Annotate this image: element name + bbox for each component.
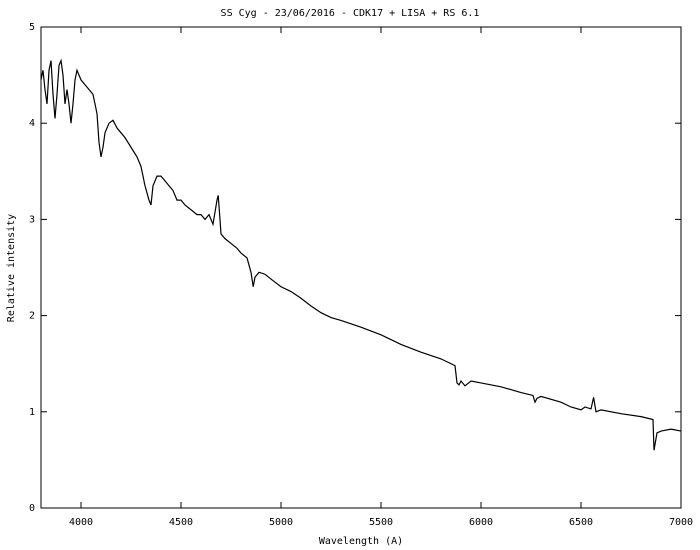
x-tick-label: 7000 [669, 517, 693, 528]
x-axis-label: Wavelength (A) [319, 536, 403, 547]
x-tick-label: 6000 [469, 517, 493, 528]
y-tick-label: 3 [29, 214, 35, 225]
y-tick-label: 1 [29, 407, 35, 418]
y-tick-label: 0 [29, 503, 35, 514]
x-tick-label: 6500 [569, 517, 593, 528]
x-tick-label: 5500 [369, 517, 393, 528]
plot-frame [40, 26, 682, 509]
x-tick-label: 4000 [69, 517, 93, 528]
y-tick-label: 2 [29, 311, 35, 322]
chart-title: SS Cyg - 23/06/2016 - CDK17 + LISA + RS … [221, 8, 480, 19]
x-tick-label: 5000 [269, 517, 293, 528]
y-tick-label: 5 [29, 22, 35, 33]
spectrum-line [40, 58, 682, 451]
y-axis-label: Relative intensity [6, 214, 17, 322]
y-tick-label: 4 [29, 118, 35, 129]
x-tick-label: 4500 [169, 517, 193, 528]
